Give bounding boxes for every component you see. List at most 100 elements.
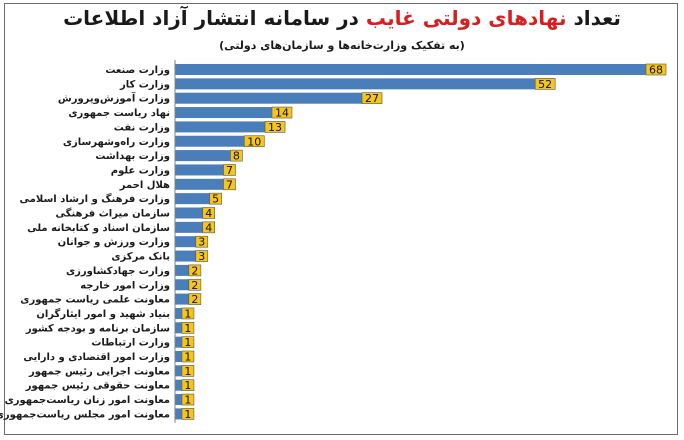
data-label-11: 4 <box>205 221 212 234</box>
category-label-5: وزارت راه‌وشهرسازی <box>63 137 170 148</box>
data-label-box-0 <box>645 63 667 76</box>
chart-subtitle: (به تفکیک وزارت‌خانه‌ها و سازمان‌های دول… <box>219 39 465 52</box>
bar-4 <box>175 121 266 133</box>
data-label-box-3 <box>271 106 293 119</box>
bar-24 <box>175 408 182 420</box>
bar-15 <box>175 279 189 291</box>
data-label-13: 3 <box>198 250 205 263</box>
data-label-box-11 <box>202 221 216 234</box>
data-label-14: 2 <box>191 264 198 277</box>
bar-9 <box>175 193 210 205</box>
data-label-box-9 <box>209 192 222 205</box>
category-label-18: سازمان برنامه و بودجه کشور <box>25 323 170 334</box>
data-label-box-17 <box>181 307 195 320</box>
bar-5 <box>175 135 245 147</box>
data-label-19: 1 <box>184 336 191 349</box>
bar-12 <box>175 236 196 248</box>
bar-20 <box>175 351 182 362</box>
data-label-15: 2 <box>191 279 198 292</box>
data-label-3: 14 <box>275 107 289 120</box>
category-label-22: معاونت حقوقی رئیس جمهور <box>25 381 170 392</box>
bar-14 <box>175 264 189 276</box>
title-part-1: تعداد <box>566 6 621 30</box>
category-label-24: معاونت امور مجلس ریاست‌جمهوری <box>0 409 170 420</box>
category-label-2: وزارت آموزش‌وپرورش <box>58 92 170 105</box>
category-label-4: وزارت نفت <box>114 122 170 133</box>
data-label-box-7 <box>223 164 236 176</box>
category-label-11: سازمان اسناد و کتابخانه ملی <box>27 223 170 234</box>
data-label-box-8 <box>223 178 236 191</box>
bar-19 <box>175 336 182 348</box>
data-label-box-23 <box>181 393 195 406</box>
bar-1 <box>175 78 536 90</box>
title-highlight: نهادهای دولتی غایب <box>365 6 567 30</box>
chart-title: تعداد نهادهای دولتی غایب در سامانه انتشا… <box>0 6 684 30</box>
category-label-21: معاونت اجرایی رئیس جمهور <box>28 366 170 377</box>
data-label-4: 13 <box>268 121 282 134</box>
bar-3 <box>175 107 272 119</box>
category-label-7: وزارت علوم <box>111 165 170 176</box>
category-label-8: هلال احمر <box>119 180 170 191</box>
category-label-16: معاونت علمی ریاست جمهوری <box>20 295 170 306</box>
category-label-23: معاونت امور زنان ریاست‌جمهوری <box>5 395 170 406</box>
data-label-box-12 <box>195 235 209 248</box>
title-part-3: در سامانه انتشار آزاد اطلاعات <box>63 6 366 30</box>
data-label-box-24 <box>181 408 195 420</box>
data-label-12: 3 <box>198 236 205 249</box>
data-label-box-19 <box>181 336 195 348</box>
category-label-17: بنیاد شهید و امور ایثارگران <box>36 307 170 320</box>
data-label-2: 27 <box>365 92 379 105</box>
bar-10 <box>175 207 203 219</box>
data-label-box-13 <box>195 250 209 262</box>
data-label-20: 1 <box>184 351 191 364</box>
bar-16 <box>175 293 189 305</box>
data-label-7: 7 <box>226 164 233 177</box>
category-label-1: وزارت کار <box>119 79 170 90</box>
category-label-3: نهاد ریاست جمهوری <box>68 108 170 119</box>
category-label-6: وزارت بهداشت <box>95 151 170 162</box>
data-label-box-6 <box>230 149 243 162</box>
bar-7 <box>175 164 224 176</box>
data-label-box-15 <box>188 278 202 291</box>
bar-17 <box>175 307 182 319</box>
data-label-6: 8 <box>233 150 240 163</box>
data-label-1: 52 <box>538 78 552 91</box>
category-label-19: وزارت ارتباطات <box>91 338 170 349</box>
category-label-9: وزارت فرهنگ و ارشاد اسلامی <box>20 193 170 205</box>
data-label-box-1 <box>534 78 556 90</box>
data-label-22: 1 <box>184 379 191 392</box>
data-label-16: 2 <box>191 293 198 306</box>
bar-23 <box>175 394 182 406</box>
category-label-13: بانک مرکزی <box>111 252 170 263</box>
data-label-23: 1 <box>184 394 191 407</box>
data-label-5: 10 <box>247 135 261 148</box>
data-label-box-10 <box>202 207 216 219</box>
data-label-box-21 <box>181 365 195 377</box>
bar-6 <box>175 150 231 162</box>
bar-0 <box>175 64 646 75</box>
data-label-box-16 <box>188 293 202 305</box>
data-label-21: 1 <box>184 365 191 378</box>
bar-2 <box>175 92 363 104</box>
category-label-0: وزارت صنعت <box>105 65 170 76</box>
data-label-24: 1 <box>184 408 191 421</box>
data-label-10: 4 <box>205 207 212 220</box>
data-label-box-18 <box>181 321 195 334</box>
data-label-box-22 <box>181 379 195 392</box>
bar-21 <box>175 365 182 377</box>
data-label-box-5 <box>243 135 265 148</box>
data-label-box-14 <box>188 264 202 277</box>
data-label-18: 1 <box>184 322 191 335</box>
bar-11 <box>175 221 203 233</box>
data-label-0: 68 <box>649 64 663 77</box>
data-label-box-20 <box>181 350 195 363</box>
bar-18 <box>175 322 182 334</box>
category-label-12: وزارت ورزش و جوانان <box>58 237 170 248</box>
bar-8 <box>175 178 224 190</box>
data-label-box-2 <box>361 92 383 104</box>
data-label-8: 7 <box>226 178 233 191</box>
category-label-15: وزارت امور خارجه <box>80 280 170 291</box>
data-label-17: 1 <box>184 307 191 320</box>
category-label-14: وزارت جهادکشاورزی <box>66 266 170 277</box>
